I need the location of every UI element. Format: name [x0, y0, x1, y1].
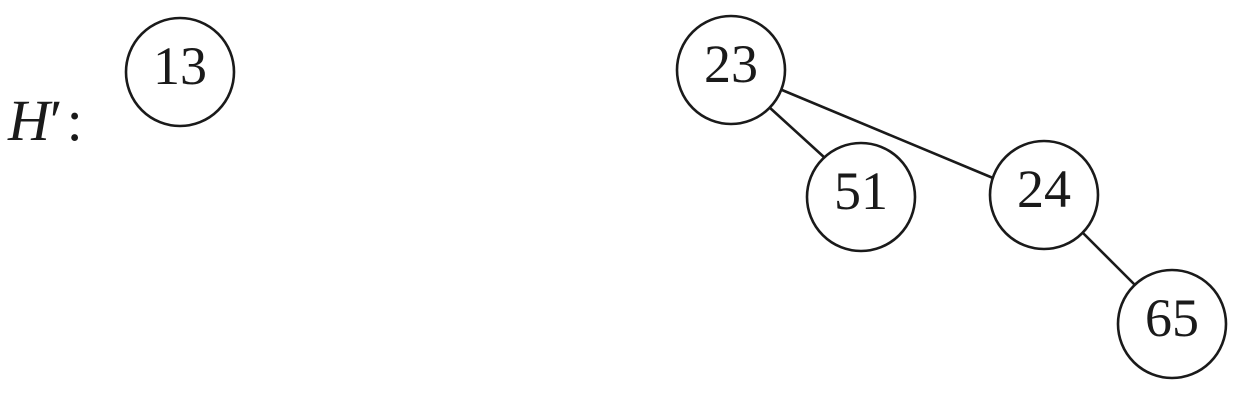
heap-name: H: [7, 88, 53, 153]
node-circle: [805, 141, 917, 253]
node-circle: [988, 139, 1100, 251]
node-key: 51: [834, 161, 888, 221]
node-circle: [675, 14, 787, 126]
node-key: 65: [1145, 288, 1199, 348]
node-key: 23: [704, 34, 758, 94]
tree-node-23: 23: [675, 14, 787, 126]
heap-prime: ′: [50, 88, 63, 153]
node-circle: [1116, 268, 1228, 380]
node-key: 13: [153, 36, 207, 96]
tree-node-65: 65: [1116, 268, 1228, 380]
heap-label: H′:: [7, 88, 83, 153]
node-key: 24: [1017, 159, 1071, 219]
edge-23-51: [768, 106, 826, 159]
edge-23-24: [781, 88, 994, 180]
heap-colon: :: [67, 88, 83, 153]
tree-node-24: 24: [988, 139, 1100, 251]
node-circle: [124, 16, 236, 128]
tree-node-51: 51: [805, 141, 917, 253]
edge-24-65: [1082, 232, 1137, 287]
tree-node-13: 13: [124, 16, 236, 128]
